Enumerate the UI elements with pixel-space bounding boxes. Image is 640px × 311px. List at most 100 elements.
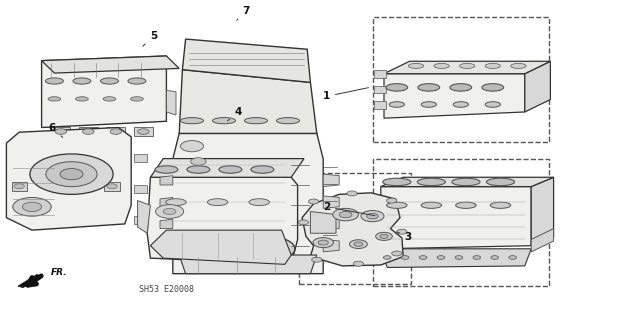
Ellipse shape [418, 84, 440, 91]
Polygon shape [160, 176, 173, 185]
Circle shape [437, 256, 445, 259]
Ellipse shape [417, 178, 445, 186]
Circle shape [333, 208, 358, 221]
Ellipse shape [166, 199, 186, 206]
Bar [372, 159, 548, 286]
Circle shape [397, 229, 407, 234]
Circle shape [110, 129, 122, 134]
Ellipse shape [485, 102, 500, 107]
Polygon shape [384, 74, 525, 118]
Circle shape [312, 257, 322, 262]
Circle shape [308, 199, 319, 204]
Ellipse shape [76, 97, 88, 101]
Polygon shape [381, 187, 531, 249]
Ellipse shape [485, 63, 500, 68]
Polygon shape [531, 177, 554, 246]
Polygon shape [160, 219, 173, 229]
Polygon shape [179, 70, 317, 133]
Circle shape [313, 238, 333, 248]
Polygon shape [147, 177, 298, 264]
Circle shape [353, 261, 364, 266]
Text: 7: 7 [237, 6, 250, 20]
Bar [374, 86, 386, 93]
Ellipse shape [453, 102, 468, 107]
Ellipse shape [387, 202, 407, 208]
Polygon shape [323, 174, 339, 187]
Ellipse shape [486, 178, 515, 186]
Ellipse shape [219, 166, 242, 173]
Polygon shape [323, 196, 339, 208]
Text: 5: 5 [143, 31, 157, 46]
Ellipse shape [180, 118, 204, 124]
Circle shape [22, 202, 42, 211]
Circle shape [163, 208, 176, 215]
Polygon shape [173, 133, 323, 274]
Text: FR.: FR. [51, 268, 68, 276]
Bar [134, 127, 153, 136]
Polygon shape [531, 229, 554, 252]
Circle shape [367, 213, 378, 219]
Ellipse shape [434, 63, 449, 68]
Ellipse shape [386, 84, 408, 91]
Circle shape [242, 242, 270, 256]
Circle shape [455, 256, 463, 259]
Circle shape [180, 141, 204, 152]
Polygon shape [6, 128, 131, 230]
Circle shape [298, 220, 308, 225]
Polygon shape [18, 274, 42, 288]
Circle shape [349, 240, 367, 248]
Ellipse shape [490, 202, 511, 208]
Bar [106, 127, 125, 136]
Circle shape [473, 256, 481, 259]
Ellipse shape [73, 78, 91, 84]
Polygon shape [182, 39, 310, 82]
Polygon shape [160, 241, 173, 250]
Circle shape [318, 240, 328, 245]
Ellipse shape [100, 78, 118, 84]
Polygon shape [381, 177, 554, 187]
Circle shape [156, 205, 184, 218]
Circle shape [204, 236, 232, 249]
Ellipse shape [383, 178, 411, 186]
Circle shape [509, 256, 516, 259]
Ellipse shape [460, 63, 475, 68]
Text: 1: 1 [323, 88, 369, 101]
Circle shape [60, 169, 83, 180]
Circle shape [246, 237, 295, 261]
Polygon shape [166, 90, 176, 115]
Circle shape [250, 246, 262, 252]
Circle shape [55, 129, 67, 134]
Ellipse shape [276, 118, 300, 124]
Polygon shape [160, 197, 173, 207]
Bar [300, 174, 412, 284]
Ellipse shape [207, 199, 228, 206]
Circle shape [138, 129, 149, 134]
Ellipse shape [456, 202, 476, 208]
Polygon shape [310, 211, 336, 233]
Bar [51, 127, 70, 136]
Ellipse shape [155, 166, 178, 173]
Circle shape [107, 184, 117, 189]
Circle shape [376, 232, 392, 240]
Circle shape [83, 129, 94, 134]
Circle shape [46, 162, 97, 187]
Ellipse shape [251, 166, 274, 173]
Polygon shape [323, 239, 339, 252]
Polygon shape [302, 193, 403, 266]
Circle shape [13, 197, 51, 216]
Ellipse shape [103, 97, 116, 101]
Polygon shape [179, 255, 317, 274]
Circle shape [14, 184, 24, 189]
Polygon shape [384, 61, 550, 74]
Ellipse shape [128, 78, 146, 84]
Bar [374, 101, 386, 109]
Circle shape [339, 211, 352, 218]
Ellipse shape [48, 97, 61, 101]
Ellipse shape [249, 199, 269, 206]
Polygon shape [525, 61, 550, 112]
Polygon shape [381, 249, 531, 267]
Text: 4: 4 [227, 107, 242, 121]
Circle shape [387, 198, 397, 203]
Polygon shape [150, 159, 304, 177]
Bar [372, 17, 548, 142]
